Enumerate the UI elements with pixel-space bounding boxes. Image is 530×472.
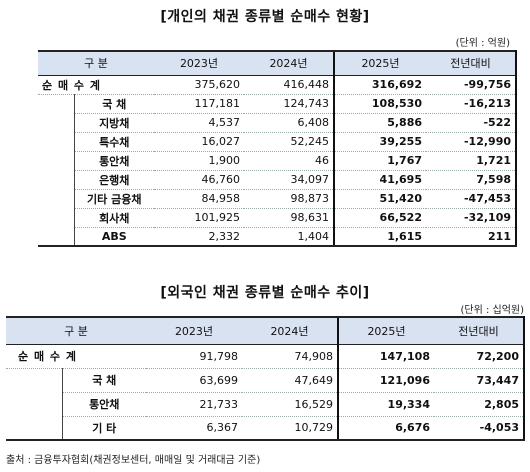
cell-2024: 98,631 [244,208,334,228]
header-2025: 2025년 [333,50,426,76]
cell-2024: 416,448 [244,75,334,95]
cell-2025: 147,108 [337,344,434,369]
table1-header-row: 구 분 2023년 2024년 2025년 전년대비 [38,50,517,76]
cell-yoy: 73,447 [434,368,525,393]
header-2024: 2024년 [244,50,334,76]
row-label: 기타 금융채 [73,189,154,209]
cell-2024: 16,529 [242,392,338,417]
table-row: 기타 금융채 84,958 98,873 51,420 -47,453 [38,189,517,209]
cell-2024: 6,408 [244,113,334,133]
cell-2025: 66,522 [333,208,426,228]
header-yoy: 전년대비 [434,316,525,345]
cell-2025: 121,096 [337,368,434,393]
header-category: 구 분 [38,50,154,76]
table-row: 기 타 6,367 10,729 6,676 -4,053 [6,416,525,441]
table2-foreign-bond-netbuy: 구 분 2023년 2024년 2025년 전년대비 순 매 수 계 91,79… [6,316,525,441]
header-2023: 2023년 [146,316,242,345]
cell-2023: 101,925 [154,208,244,228]
cell-2024: 10,729 [242,416,338,441]
row-label: 국 채 [73,94,154,114]
cell-2025: 6,676 [337,416,434,441]
cell-2024: 98,873 [244,189,334,209]
cell-2025: 1,767 [333,151,426,171]
source-footnote: 출처 : 금융투자협회(채권정보센터, 매매일 및 거래대금 기준) [6,455,261,466]
table2-unit: (단위 : 십억원) [460,305,524,316]
cell-2025: 5,886 [333,113,426,133]
cell-2023: 117,181 [154,94,244,114]
row-label: 국 채 [61,368,146,393]
cell-2025: 1,615 [333,227,426,247]
cell-2025: 39,255 [333,132,426,152]
cell-yoy: -47,453 [426,189,517,209]
cell-yoy: -99,756 [426,75,517,95]
row-label: 순 매 수 계 [6,344,146,369]
cell-2024: 47,649 [242,368,338,393]
cell-yoy: 211 [426,227,517,247]
header-2023: 2023년 [154,50,244,76]
table1-individual-bond-netbuy: 구 분 2023년 2024년 2025년 전년대비 순 매 수 계 375,6… [38,50,517,247]
row-label: 회사채 [73,208,154,228]
row-label: 기 타 [61,416,146,441]
cell-2024: 124,743 [244,94,334,114]
cell-yoy: -16,213 [426,94,517,114]
row-label: 통안채 [73,151,154,171]
cell-2023: 1,900 [154,151,244,171]
table-row: 통안채 1,900 46 1,767 1,721 [38,151,517,171]
cell-2025: 316,692 [333,75,426,95]
cell-yoy: 2,805 [434,392,525,417]
cell-yoy: 72,200 [434,344,525,369]
cell-2024: 52,245 [244,132,334,152]
header-2024: 2024년 [242,316,338,345]
cell-2023: 4,537 [154,113,244,133]
cell-yoy: -522 [426,113,517,133]
cell-2023: 63,699 [146,368,242,393]
cell-2025: 108,530 [333,94,426,114]
cell-2024: 34,097 [244,170,334,190]
cell-2023: 375,620 [154,75,244,95]
table-row: 국 채 63,699 47,649 121,096 73,447 [6,368,525,393]
cell-2023: 84,958 [154,189,244,209]
row-label: 특수채 [73,132,154,152]
cell-2023: 2,332 [154,227,244,247]
table-row: 회사채 101,925 98,631 66,522 -32,109 [38,208,517,228]
table1-unit: (단위 : 억원) [455,38,510,49]
table2-header-row: 구 분 2023년 2024년 2025년 전년대비 [6,316,525,345]
cell-yoy: -32,109 [426,208,517,228]
row-label: 지방채 [73,113,154,133]
table-row: 국 채 117,181 124,743 108,530 -16,213 [38,94,517,114]
row-label: 은행채 [73,170,154,190]
cell-2023: 6,367 [146,416,242,441]
row-label: 통안채 [61,392,146,417]
table-row: 순 매 수 계 91,798 74,908 147,108 72,200 [6,344,525,369]
header-2025: 2025년 [337,316,434,345]
cell-yoy: 7,598 [426,170,517,190]
table-row: ABS 2,332 1,404 1,615 211 [38,227,517,247]
cell-yoy: -4,053 [434,416,525,441]
cell-2023: 46,760 [154,170,244,190]
cell-2025: 41,695 [333,170,426,190]
cell-2025: 51,420 [333,189,426,209]
table-row: 통안채 21,733 16,529 19,334 2,805 [6,392,525,417]
table-row: 은행채 46,760 34,097 41,695 7,598 [38,170,517,190]
cell-2023: 91,798 [146,344,242,369]
table1-title: [개인의 채권 종류별 순매수 현황] [160,9,370,25]
table-row: 지방채 4,537 6,408 5,886 -522 [38,113,517,133]
cell-2023: 21,733 [146,392,242,417]
cell-2025: 19,334 [337,392,434,417]
cell-2024: 46 [244,151,334,171]
cell-2024: 1,404 [244,227,334,247]
row-label: ABS [73,227,154,247]
cell-yoy: -12,990 [426,132,517,152]
header-yoy: 전년대비 [426,50,517,76]
cell-2024: 74,908 [242,344,338,369]
table-row: 특수채 16,027 52,245 39,255 -12,990 [38,132,517,152]
cell-yoy: 1,721 [426,151,517,171]
header-category: 구 분 [6,316,146,345]
table-row: 순 매 수 계 375,620 416,448 316,692 -99,756 [38,75,517,95]
cell-2023: 16,027 [154,132,244,152]
row-label: 순 매 수 계 [38,75,154,95]
table2-title: [외국인 채권 종류별 순매수 추이] [160,285,370,301]
